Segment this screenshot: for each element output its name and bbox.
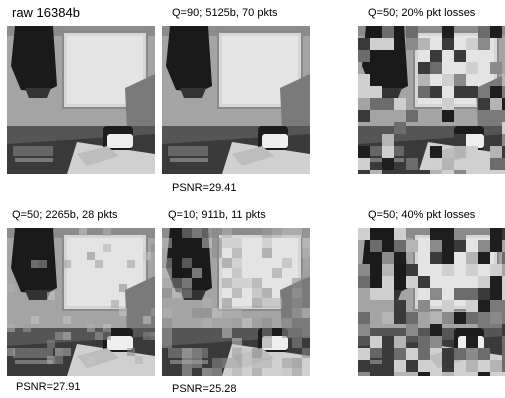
image-q10: [162, 228, 310, 376]
image-loss40: [358, 228, 505, 376]
psnr-q10: PSNR=25.28: [172, 383, 237, 395]
panel-title-raw: raw 16384b: [12, 5, 80, 20]
image-q10-graphic: [162, 228, 310, 376]
panel-title-q10: Q=10; 911b, 11 pkts: [168, 209, 266, 221]
panel-title-loss20: Q=50; 20% pkt losses: [368, 7, 476, 19]
image-raw-graphic: [7, 26, 155, 174]
image-q50: [7, 228, 155, 376]
psnr-q90: PSNR=29.41: [172, 182, 237, 194]
panel-title-q90: Q=90; 5125b, 70 pkts: [172, 7, 278, 19]
image-loss40-graphic: [358, 228, 505, 376]
image-q90-graphic: [162, 26, 310, 174]
psnr-q50: PSNR=27.91: [16, 381, 81, 393]
image-loss20: [358, 26, 505, 174]
image-q90: [162, 26, 310, 174]
image-q50-graphic: [7, 228, 155, 376]
panel-title-q50: Q=50; 2265b, 28 pkts: [12, 209, 118, 221]
image-raw: [7, 26, 155, 174]
image-loss20-graphic: [358, 26, 505, 174]
panel-title-loss40: Q=50; 40% pkt losses: [368, 209, 476, 221]
